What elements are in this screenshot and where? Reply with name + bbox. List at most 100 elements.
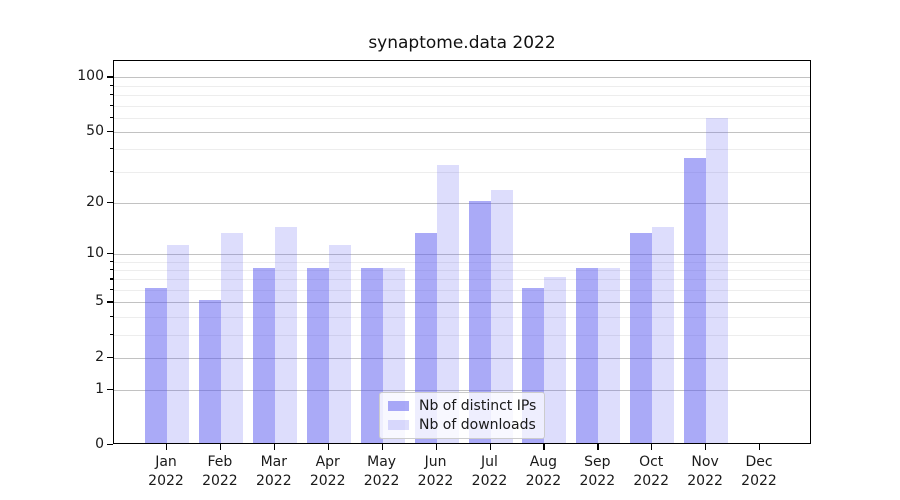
x-tick <box>327 444 329 450</box>
y-tick-minor <box>110 116 113 118</box>
plot-area <box>113 60 811 444</box>
gridline-major <box>114 131 810 133</box>
bar-downloads-nov <box>706 118 729 443</box>
y-tick <box>107 201 113 203</box>
bar-distinct-ips-nov <box>684 157 707 443</box>
bar-downloads-feb <box>220 232 243 443</box>
y-tick-label: 5 <box>95 293 104 310</box>
gridline-minor <box>114 279 810 281</box>
x-tick-label-dec: Dec 2022 <box>741 454 777 489</box>
x-tick <box>705 444 707 450</box>
x-tick-label-mar: Mar 2022 <box>255 454 292 489</box>
x-tick-label-feb: Feb 2022 <box>202 454 238 489</box>
bar-downloads-oct <box>652 227 675 443</box>
bar-downloads-jul <box>490 189 513 443</box>
y-tick-label: 20 <box>86 193 104 210</box>
x-tick <box>543 444 545 450</box>
bar-distinct-ips-oct <box>630 232 653 443</box>
gridline-minor <box>114 316 810 318</box>
gridline-minor <box>114 117 810 119</box>
y-tick-label: 10 <box>86 245 104 261</box>
x-tick <box>273 444 276 450</box>
gridline-major <box>114 357 810 359</box>
legend-swatch-distinct-ips <box>388 401 409 411</box>
x-tick-label-apr: Apr 2022 <box>309 454 346 489</box>
legend-row: Nb of distinct IPs <box>388 398 536 414</box>
bar-downloads-jan <box>167 245 189 443</box>
gridline-major <box>114 202 810 204</box>
gridline-minor <box>114 290 810 291</box>
x-tick <box>651 444 653 450</box>
bar-distinct-ips-feb <box>198 300 221 443</box>
y-tick-label: 100 <box>77 68 104 85</box>
chart-title: synaptome.data 2022 <box>368 33 556 53</box>
y-tick <box>107 388 113 391</box>
gridline-minor <box>114 85 810 87</box>
x-tick-label-may: May 2022 <box>363 454 400 489</box>
gridline-major <box>114 254 810 255</box>
x-tick <box>219 444 222 450</box>
y-tick <box>107 356 113 358</box>
gridline-major <box>114 302 810 304</box>
y-axis: 0 1 2 5 10 20 50 100 <box>0 60 113 452</box>
y-tick-label: 50 <box>86 122 104 139</box>
y-tick-label: 1 <box>95 380 104 397</box>
gridline-minor <box>114 95 810 96</box>
x-tick <box>597 444 599 450</box>
y-tick-minor <box>110 260 113 262</box>
x-tick-label-jun: Jun 2022 <box>417 454 454 489</box>
y-tick-minor <box>110 278 113 280</box>
y-tick-minor <box>110 94 113 96</box>
x-tick <box>759 444 761 450</box>
bar-downloads-jun <box>436 164 459 443</box>
y-tick <box>107 444 113 446</box>
bar-distinct-ips-mar <box>252 268 275 443</box>
x-tick-label-nov: Nov 2022 <box>687 454 723 489</box>
y-tick <box>107 76 113 78</box>
y-tick <box>107 130 113 133</box>
y-tick-minor <box>110 315 113 318</box>
y-tick-minor <box>110 104 113 106</box>
x-tick-label-jul: Jul 2022 <box>471 454 508 489</box>
y-tick-minor <box>110 170 113 172</box>
gridline-minor <box>114 171 810 173</box>
bar-downloads-mar <box>274 227 297 443</box>
y-tick <box>107 301 113 303</box>
bar-downloads-aug <box>544 277 567 443</box>
bar-distinct-ips-jun <box>414 232 437 443</box>
y-tick-minor <box>110 289 113 291</box>
legend-label-distinct-ips: Nb of distinct IPs <box>419 398 537 414</box>
gridline-minor <box>114 270 810 271</box>
x-axis: Jan 2022 Feb 2022 Mar 2022 Apr 2022 May 2022… <box>113 444 811 500</box>
legend-row: Nb of downloads <box>388 417 536 433</box>
x-tick-label-aug: Aug 2022 <box>525 454 562 489</box>
bar-downloads-sep <box>598 268 621 443</box>
x-tick <box>381 444 383 450</box>
gridline-major <box>114 77 810 79</box>
gridline-minor <box>114 105 810 107</box>
y-tick <box>107 253 113 255</box>
legend: Nb of distinct IPs Nb of downloads <box>379 392 545 439</box>
bar-distinct-ips-sep <box>576 268 599 443</box>
x-tick-label-oct: Oct 2022 <box>633 454 669 489</box>
gridline-minor <box>114 149 810 151</box>
x-tick <box>166 444 168 450</box>
legend-swatch-downloads <box>388 420 409 430</box>
legend-label-downloads: Nb of downloads <box>419 417 536 433</box>
bar-distinct-ips-jul <box>468 200 491 443</box>
y-tick-label: 0 <box>95 436 104 452</box>
x-tick-label-sep: Sep 2022 <box>579 454 616 489</box>
bar-distinct-ips-may <box>360 268 383 443</box>
gridline-major <box>114 389 810 391</box>
y-tick-minor <box>110 148 113 150</box>
x-tick-label-jan: Jan 2022 <box>148 454 184 489</box>
bar-distinct-ips-jan <box>145 288 167 443</box>
y-tick-minor <box>110 84 113 86</box>
y-tick-minor <box>110 269 113 271</box>
gridline-minor <box>114 261 810 263</box>
y-tick-label: 2 <box>95 348 104 365</box>
y-tick-minor <box>110 333 113 335</box>
x-tick <box>489 444 491 450</box>
bar-downloads-apr <box>328 245 351 443</box>
